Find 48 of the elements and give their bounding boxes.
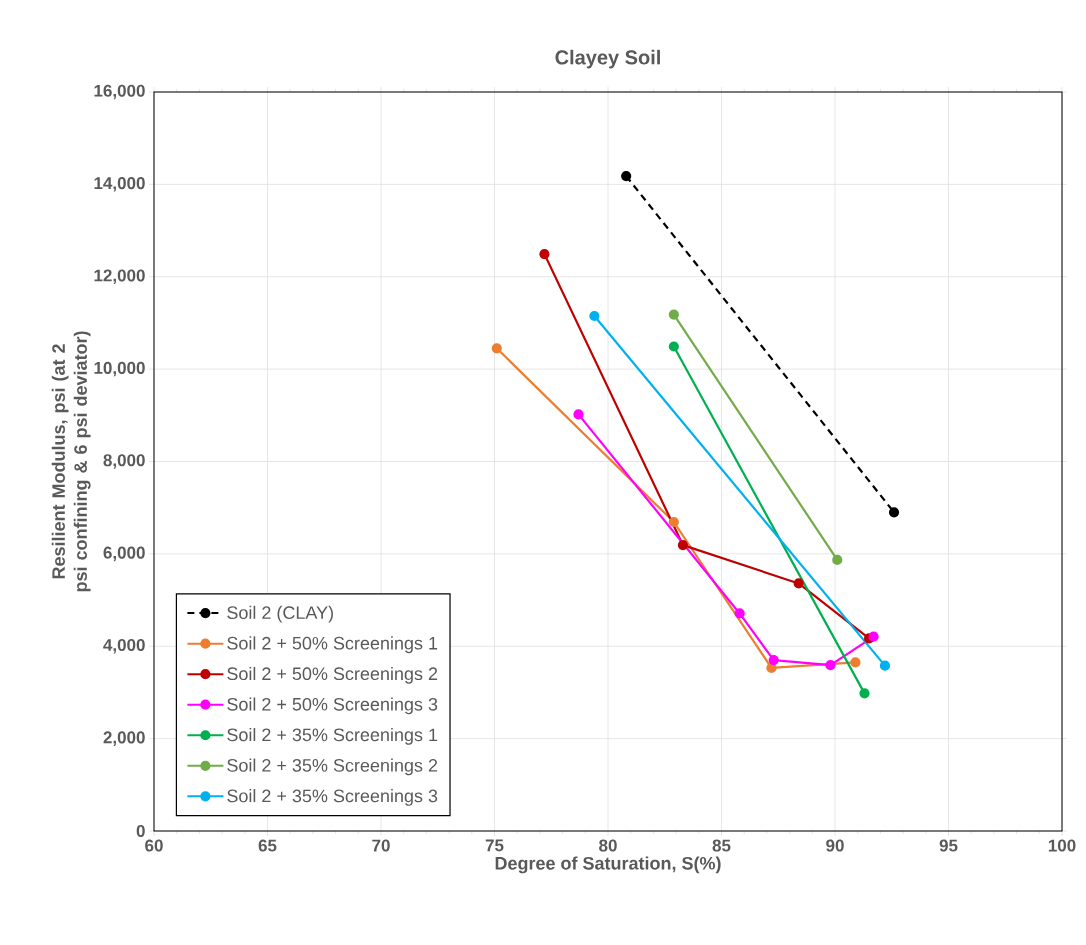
point [491,343,502,354]
y-tick-label: 6,000 [103,546,145,562]
point [768,655,779,666]
x-tick-label: 70 [372,839,390,852]
x-tick-label: 65 [258,839,277,852]
point [793,578,804,589]
y-tick-label: 12,000 [94,269,145,284]
point [734,608,745,619]
x-axis-title: Degree of Saturation, S(%) [495,856,721,874]
legend-label: Soil 2 (CLAY) [227,605,333,623]
legend-label: Soil 2 + 50% Screenings 1 [227,636,438,654]
point [539,249,550,260]
x-tick-label: 80 [599,839,617,852]
x-tick-label: 95 [939,839,958,852]
y-tick-label: 16,000 [94,84,145,100]
y-tick-label: 4,000 [103,638,145,654]
point [825,660,836,671]
legend-label: Soil 2 + 35% Screenings 1 [227,727,438,745]
x-tick-label: 60 [145,839,163,852]
point [677,540,689,551]
x-tick-label: 100 [1048,839,1076,852]
point [832,554,843,565]
point [621,170,632,182]
legend-label: Soil 2 + 35% Screenings 2 [227,758,438,776]
x-tick-label: 85 [712,839,731,852]
point [668,341,679,352]
x-tick-label: 90 [826,839,844,852]
y-tick-label: 14,000 [94,177,145,192]
y-tick-label: 8,000 [103,454,145,469]
point [879,660,891,671]
legend-label: Soil 2 + 35% Screenings 3 [227,789,438,806]
point [868,631,879,642]
point [668,516,679,528]
y-tick-label: 2,000 [103,731,145,746]
y-tick-label: 0 [136,824,145,838]
point [888,507,900,518]
point [668,309,679,320]
x-tick-label: 75 [485,839,504,852]
y-tick-label: 10,000 [94,361,145,377]
point [766,662,777,674]
point [850,657,861,668]
point [589,310,600,322]
legend-label: Soil 2 + 50% Screenings 2 [227,666,438,684]
point [859,688,870,699]
y-axis-title: Resilient Modulus, psi (at 2 psi confining & 6 psi deviator) [51,331,91,592]
point [573,409,584,420]
chart-title: Clayey Soil [555,49,660,69]
legend-label: Soil 2 + 50% Screenings 3 [227,697,438,715]
